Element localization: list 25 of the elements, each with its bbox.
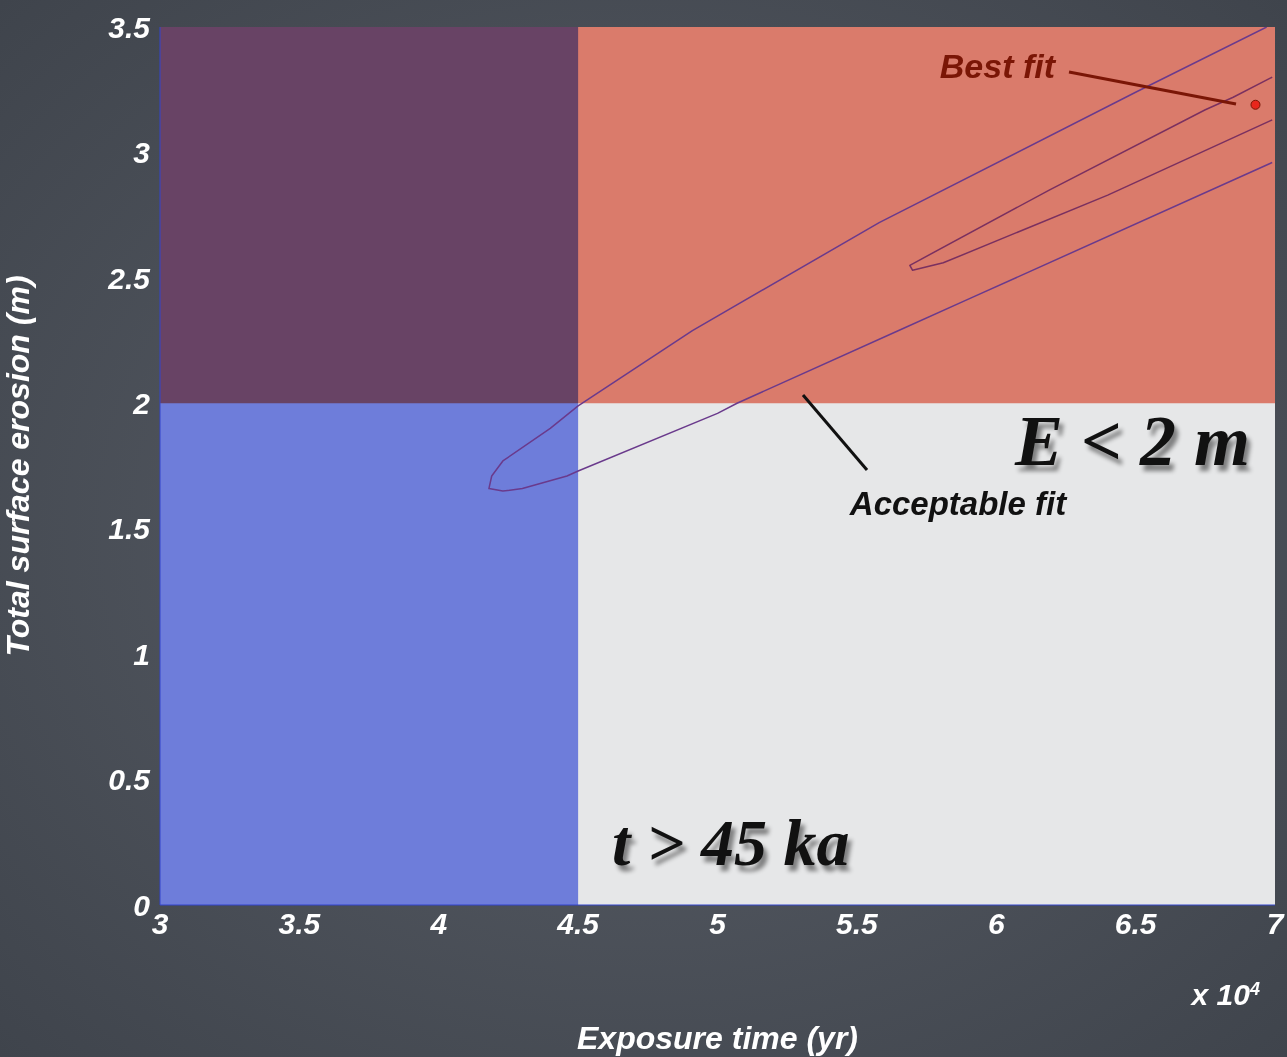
- x-axis-title: Exposure time (yr): [577, 1020, 858, 1056]
- line-series: [909, 76, 1273, 272]
- y-tick-label: 1: [133, 637, 150, 671]
- y-tick-label: 2: [132, 386, 151, 420]
- x-tick-label: 5: [709, 907, 728, 941]
- annotation: Best fit: [939, 47, 1057, 85]
- x-tick-label: 4.5: [556, 907, 601, 941]
- y-tick-label: 0: [133, 888, 151, 922]
- annotation: E < 2 m: [1013, 401, 1250, 481]
- line-series: [488, 27, 1273, 492]
- x-tick-label: 5.5: [836, 907, 880, 941]
- x-tick-label: 6: [987, 907, 1005, 941]
- y-tick-label: 3: [133, 136, 151, 170]
- y-axis-title: Total surface erosion (m): [0, 275, 37, 657]
- x-tick-label: 3.5: [278, 907, 322, 941]
- y-tick-label: 3.5: [108, 10, 152, 44]
- annotation: Acceptable fit: [848, 485, 1069, 522]
- y-tick-label: 2.5: [107, 261, 152, 295]
- x-tick-label: 6.5: [1114, 907, 1158, 941]
- x-tick-label: 7: [1266, 907, 1285, 941]
- y-tick-label: 1.5: [108, 512, 152, 546]
- text: x 10$^{4}$: [1189, 978, 1260, 1011]
- annotation: t > 45 ka: [612, 806, 850, 879]
- y-tick-label: 0.5: [108, 763, 152, 797]
- x-tick-label: 4: [429, 907, 448, 941]
